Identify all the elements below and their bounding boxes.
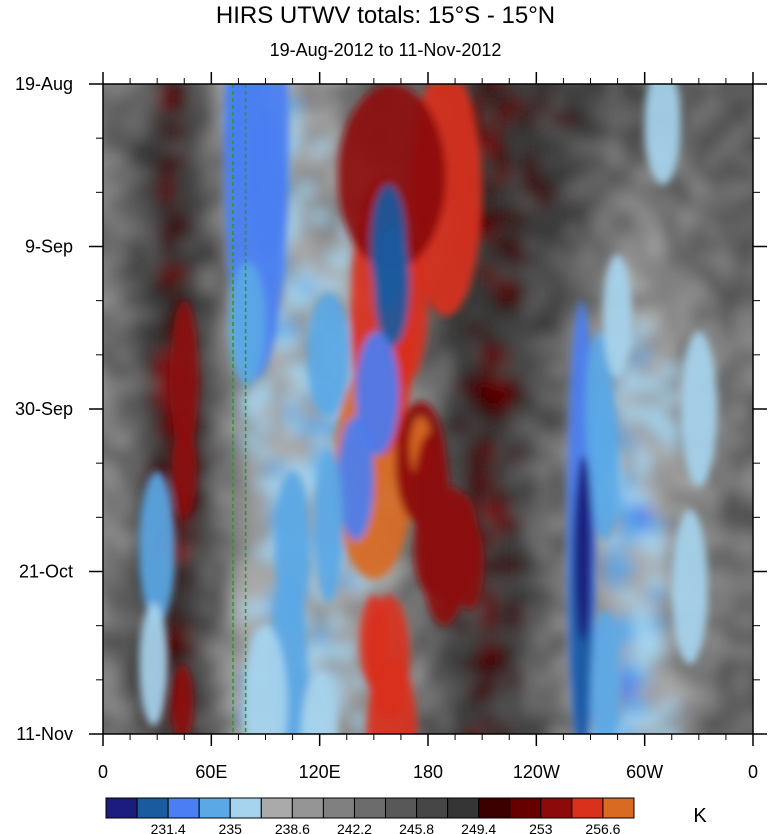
colorbar-label: 253 xyxy=(529,821,553,834)
colorbar: 231.4 235 238.6 242.2 245.8 249.4 253 256.6 K xyxy=(105,797,707,834)
x-tick-label: 180 xyxy=(413,762,443,782)
anomaly-cell xyxy=(301,672,338,734)
anomaly-cell xyxy=(366,656,418,734)
anomaly-cell xyxy=(307,292,351,417)
anomaly-cell xyxy=(603,254,633,379)
chart-title: HIRS UTWV totals: 15°S - 15°N xyxy=(215,2,556,29)
anomaly-cell xyxy=(139,602,168,727)
anomaly-cell xyxy=(169,300,199,456)
anomaly-cell xyxy=(590,385,620,541)
colorbar-label: 231.4 xyxy=(151,821,186,834)
colorbar-label: 245.8 xyxy=(399,821,434,834)
colorbar-swatch xyxy=(385,797,418,819)
y-tick-label: 11-Nov xyxy=(16,724,73,744)
y-tick-label: 30-Sep xyxy=(15,399,73,419)
anomaly-cell xyxy=(644,84,681,185)
colorbar-label: 235 xyxy=(219,821,243,834)
colorbar-unit: K xyxy=(693,805,707,827)
y-tick-label: 9-Sep xyxy=(25,237,73,257)
anomaly-cell xyxy=(680,331,717,487)
colorbar-swatch xyxy=(602,797,635,819)
colorbar-swatch xyxy=(105,797,138,819)
anomaly-cell xyxy=(671,509,708,665)
anomaly-cell xyxy=(314,447,344,603)
heatmap-anomalies xyxy=(139,84,717,734)
colorbar-swatch xyxy=(322,797,355,819)
colorbar-swatch xyxy=(447,797,480,819)
anomaly-cell xyxy=(337,84,447,270)
anomaly-cell xyxy=(171,424,197,518)
colorbar-swatch xyxy=(416,797,449,819)
anomaly-cell xyxy=(171,664,194,734)
colorbar-label: 242.2 xyxy=(337,821,372,834)
colorbar-swatch xyxy=(540,797,573,819)
anomaly-cell xyxy=(449,494,479,587)
colorbar-swatch xyxy=(353,797,387,819)
x-tick-label: 0 xyxy=(98,762,108,782)
y-tick-label: 19-Aug xyxy=(15,74,73,94)
chart-subtitle: 19-Aug-2012 to 11-Nov-2012 xyxy=(269,40,502,60)
x-tick-label: 120W xyxy=(513,762,560,782)
anomaly-cell xyxy=(337,416,374,541)
colorbar-label: 249.4 xyxy=(461,821,496,834)
x-tick-label: 60W xyxy=(626,762,663,782)
colorbar-label: 256.6 xyxy=(585,821,620,834)
colorbar-label: 238.6 xyxy=(275,821,310,834)
x-tick-label: 0 xyxy=(748,762,758,782)
x-tick-label: 120E xyxy=(299,762,341,782)
y-tick-label: 21-Oct xyxy=(19,562,73,582)
colorbar-swatch xyxy=(291,797,324,819)
colorbar-swatch xyxy=(571,797,604,819)
colorbar-swatch xyxy=(509,797,542,819)
colorbar-swatch xyxy=(478,797,511,819)
anomaly-cell xyxy=(574,455,593,642)
x-tick-label: 60E xyxy=(195,762,227,782)
colorbar-swatch xyxy=(136,797,169,819)
axes: 0 60E 120E 180 120W 60W 0 19-Aug 9-Sep 30-Sep 21-O… xyxy=(15,72,767,782)
anomaly-cell xyxy=(355,331,400,456)
anomaly-cell xyxy=(229,261,266,386)
anomaly-cell xyxy=(243,625,288,734)
colorbar-swatch xyxy=(260,797,293,819)
colorbar-swatch xyxy=(167,797,200,819)
anomaly-cell xyxy=(373,223,410,348)
anomaly-cell xyxy=(249,107,286,262)
anomaly-cell xyxy=(139,470,176,626)
colorbar-swatch xyxy=(198,797,231,819)
colorbar-swatch xyxy=(229,797,262,819)
anomaly-cell xyxy=(590,610,620,734)
reference-lines xyxy=(232,84,247,734)
